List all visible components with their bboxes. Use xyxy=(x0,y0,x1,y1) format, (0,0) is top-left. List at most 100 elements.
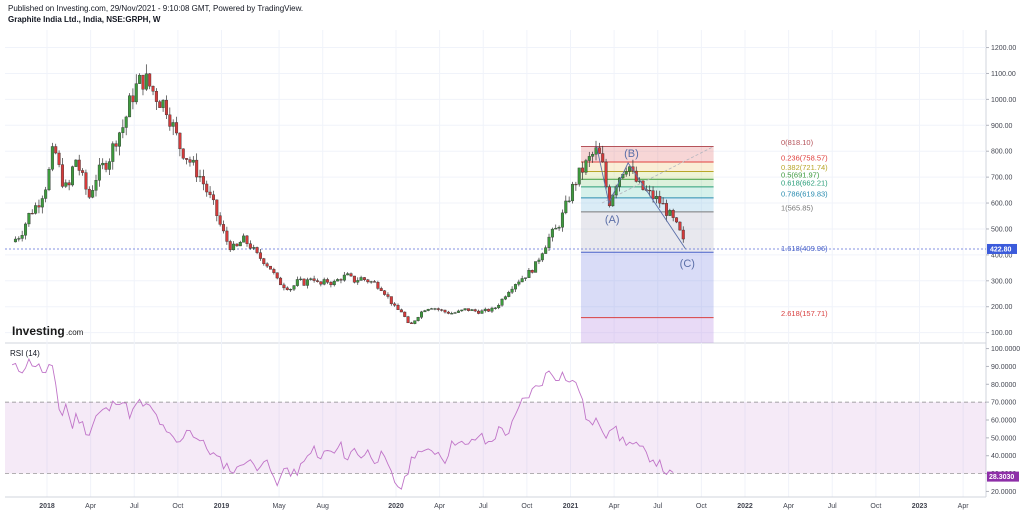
candle-body xyxy=(131,95,135,103)
candle-body xyxy=(91,190,95,198)
fib-zone xyxy=(580,179,714,187)
fib-zone xyxy=(580,161,714,172)
rsi-tick-label: 50.0000 xyxy=(991,435,1016,442)
candle-body xyxy=(319,281,323,285)
candle-body xyxy=(64,182,68,187)
candle-body xyxy=(336,279,340,282)
candle-body xyxy=(302,278,306,286)
symbol-title: Graphite India Ltd., India, NSE:GRPH, W xyxy=(8,15,161,24)
candle-body xyxy=(60,164,64,187)
candle-body xyxy=(530,269,534,273)
candle-body xyxy=(554,227,558,230)
time-tick-label: 2021 xyxy=(563,503,579,510)
time-tick-label: 2019 xyxy=(214,503,230,510)
candle-body xyxy=(497,305,501,309)
candle-body xyxy=(87,188,91,198)
candle-body xyxy=(111,143,115,162)
fib-zone xyxy=(580,211,714,253)
candle-body xyxy=(456,310,460,313)
candle-body xyxy=(20,235,24,239)
candle-body xyxy=(205,183,209,193)
candle-body xyxy=(664,203,668,216)
candle-body xyxy=(128,95,132,118)
price-tick-label: 200.00 xyxy=(991,304,1013,311)
candle-body xyxy=(339,279,343,281)
fib-level-label: 2.618(157.71) xyxy=(781,309,828,318)
wave-label: (B) xyxy=(624,148,639,160)
candle-body xyxy=(483,308,487,311)
time-tick-label: May xyxy=(272,503,286,510)
price-tick-label: 1200.00 xyxy=(991,45,1016,52)
candle-body xyxy=(305,279,309,286)
logo-text: Investing xyxy=(12,324,65,338)
candle-body xyxy=(436,308,440,310)
candle-body xyxy=(232,243,236,251)
logo-suffix: .com xyxy=(66,328,84,337)
candle-body xyxy=(74,159,78,167)
time-tick-label: Oct xyxy=(696,503,707,510)
fib-level-label: 0(818.10) xyxy=(781,138,814,147)
candle-body xyxy=(540,253,544,261)
candle-body xyxy=(389,296,393,305)
candle-body xyxy=(27,213,31,225)
candle-body xyxy=(406,316,410,324)
candle-body xyxy=(524,277,528,279)
candle-body xyxy=(67,182,71,186)
candle-body xyxy=(71,166,75,186)
rsi-line xyxy=(11,357,674,490)
price-tick-label: 1000.00 xyxy=(991,97,1016,104)
candle-body xyxy=(134,83,138,103)
candle-body xyxy=(148,73,152,87)
candle-body xyxy=(544,247,548,254)
price-tick-label: 900.00 xyxy=(991,123,1013,130)
price-tick-label: 800.00 xyxy=(991,149,1013,156)
time-tick-label: Jul xyxy=(828,503,837,510)
candle-body xyxy=(668,210,672,216)
candle-body xyxy=(393,303,397,306)
elliott-wave-line xyxy=(596,146,687,250)
candle-body xyxy=(463,308,467,311)
fib-level-label: 1.618(409.96) xyxy=(781,244,828,253)
wave-label: (A) xyxy=(605,214,620,226)
candle-body xyxy=(560,212,564,228)
rsi-tick-label: 70.0000 xyxy=(991,400,1016,407)
candle-body xyxy=(332,280,336,286)
candle-body xyxy=(77,159,81,171)
candle-body xyxy=(309,278,313,280)
candle-body xyxy=(342,274,346,281)
candle-body xyxy=(262,258,266,264)
candle-body xyxy=(94,180,98,191)
candle-body xyxy=(399,309,403,313)
time-tick-label: 2020 xyxy=(388,503,404,510)
candle-body xyxy=(661,203,665,205)
candle-body xyxy=(258,252,262,259)
rsi-pane: 20.000030.000040.000050.000060.000070.00… xyxy=(5,346,1020,498)
candle-body xyxy=(671,210,675,218)
fib-level-label: 0.382(721.74) xyxy=(781,163,828,172)
candle-body xyxy=(198,176,202,178)
price-pane: 100.00 200.00 300.00 400.00 500.00 600.00 700.… xyxy=(5,30,1017,497)
candle-body xyxy=(235,243,239,247)
candle-body xyxy=(185,158,189,160)
candle-body xyxy=(245,235,249,244)
investing-logo: Investing .com xyxy=(12,324,84,338)
time-tick-label: 2023 xyxy=(912,503,928,510)
time-tick-label: 2022 xyxy=(737,503,753,510)
candle-body xyxy=(513,284,517,290)
candle-body xyxy=(158,101,162,108)
candle-body xyxy=(527,269,531,278)
candle-body xyxy=(675,217,679,223)
candle-body xyxy=(366,279,370,283)
candle-body xyxy=(117,132,121,147)
fib-level-label: 0.236(758.57) xyxy=(781,153,828,162)
candle-body xyxy=(450,313,454,315)
candle-body xyxy=(628,166,632,172)
rsi-tick-label: 90.0000 xyxy=(991,364,1016,371)
candle-body xyxy=(84,172,88,190)
candle-body xyxy=(211,194,215,201)
rsi-last-badge xyxy=(987,471,1019,482)
rsi-tick-label: 100.0000 xyxy=(991,346,1020,353)
rsi-last-label: 28.3030 xyxy=(989,474,1014,481)
rsi-tick-label: 80.0000 xyxy=(991,382,1016,389)
